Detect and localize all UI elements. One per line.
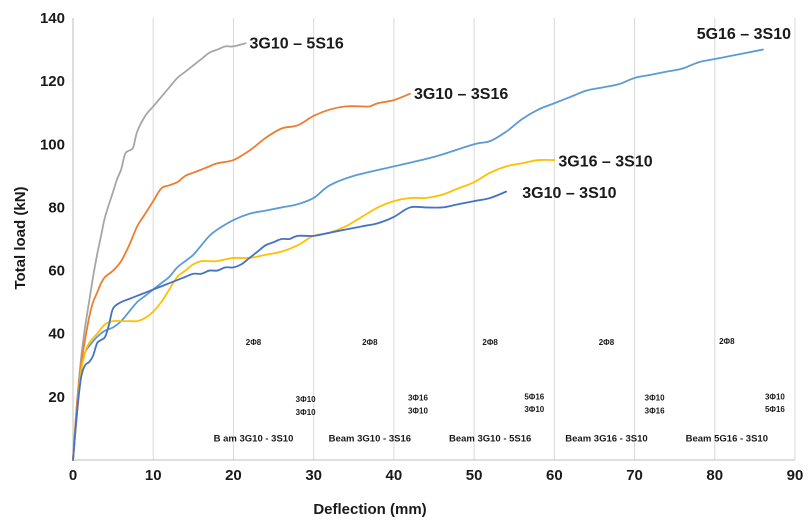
beam-label: Beam 3G10 - 3S16 bbox=[329, 434, 411, 445]
series-line bbox=[72, 42, 247, 461]
y-tick-label: 80 bbox=[48, 199, 65, 216]
y-tick-label: 60 bbox=[48, 263, 65, 280]
reinforcement-annotation: 2Φ8 bbox=[362, 338, 378, 347]
reinforcement-annotation: 3Φ10 bbox=[408, 406, 428, 415]
x-tick-label: 80 bbox=[706, 467, 723, 484]
beam-label: B am 3G10 - 3S10 bbox=[214, 434, 294, 445]
reinforcement-annotation: 3Φ10 bbox=[524, 405, 544, 414]
x-tick-label: 0 bbox=[69, 467, 77, 484]
series-label: 3G16 – 3S10 bbox=[558, 154, 652, 171]
series-line bbox=[72, 158, 556, 461]
beam-label: Beam 3G16 - 3S10 bbox=[565, 434, 647, 445]
reinforcement-annotation: 3Φ10 bbox=[645, 394, 665, 403]
series-line bbox=[72, 190, 508, 461]
series-label: 3G10 – 3S10 bbox=[522, 185, 616, 202]
x-tick-label: 70 bbox=[626, 467, 643, 484]
x-tick-label: 40 bbox=[386, 467, 403, 484]
reinforcement-annotation: 3Φ10 bbox=[765, 392, 785, 401]
beam-label: Beam 5G16 - 3S10 bbox=[686, 434, 768, 445]
x-axis-title: Deflection (mm) bbox=[313, 501, 426, 518]
reinforcement-annotation: 5Φ16 bbox=[524, 392, 544, 401]
beam-label: Beam 3G10 - 5S16 bbox=[449, 434, 531, 445]
x-tick-label: 30 bbox=[305, 467, 322, 484]
x-tick-label: 50 bbox=[466, 467, 483, 484]
x-tick-label: 60 bbox=[546, 467, 563, 484]
reinforcement-annotation: 2Φ8 bbox=[246, 338, 262, 347]
axes bbox=[72, 18, 795, 461]
y-tick-label: 120 bbox=[40, 73, 65, 90]
x-tick-label: 90 bbox=[787, 467, 804, 484]
series-label: 5G16 – 3S10 bbox=[697, 26, 791, 43]
series-lines bbox=[72, 42, 764, 461]
gridlines bbox=[152, 18, 796, 460]
reinforcement-annotations: 2Φ8 2Φ8 2Φ8 2Φ8 2Φ8 3Φ10 3Φ10 3Φ16 3Φ10 5Φ16 3Φ10 3… bbox=[214, 337, 786, 445]
x-tick-label: 10 bbox=[145, 467, 162, 484]
reinforcement-annotation: 3Φ16 bbox=[408, 394, 428, 403]
x-tick-label: 20 bbox=[225, 467, 242, 484]
y-tick-label: 140 bbox=[40, 10, 65, 27]
reinforcement-annotation: 5Φ16 bbox=[765, 405, 785, 414]
y-axis-title: Total load (kN) bbox=[12, 186, 29, 289]
reinforcement-annotation: 2Φ8 bbox=[599, 338, 615, 347]
reinforcement-annotation: 2Φ8 bbox=[482, 338, 498, 347]
y-tick-label: 20 bbox=[48, 389, 65, 406]
reinforcement-annotation: 3Φ10 bbox=[296, 395, 316, 404]
y-tick-label: 40 bbox=[48, 326, 65, 343]
reinforcement-annotation: 3Φ16 bbox=[645, 406, 665, 415]
series-label: 3G10 – 3S16 bbox=[414, 86, 508, 103]
y-tick-label: 100 bbox=[40, 136, 65, 153]
tick-labels: 0 10 20 30 40 50 60 70 80 90 20 40 60 80 100 120 140 bbox=[40, 10, 803, 484]
series-label: 3G10 – 5S16 bbox=[249, 35, 343, 52]
reinforcement-annotation: 2Φ8 bbox=[719, 337, 735, 346]
series-line bbox=[72, 92, 411, 461]
series-labels: 3G10 – 5S16 3G10 – 3S16 5G16 – 3S10 3G16 – … bbox=[249, 26, 791, 202]
reinforcement-annotation: 3Φ10 bbox=[296, 408, 316, 417]
